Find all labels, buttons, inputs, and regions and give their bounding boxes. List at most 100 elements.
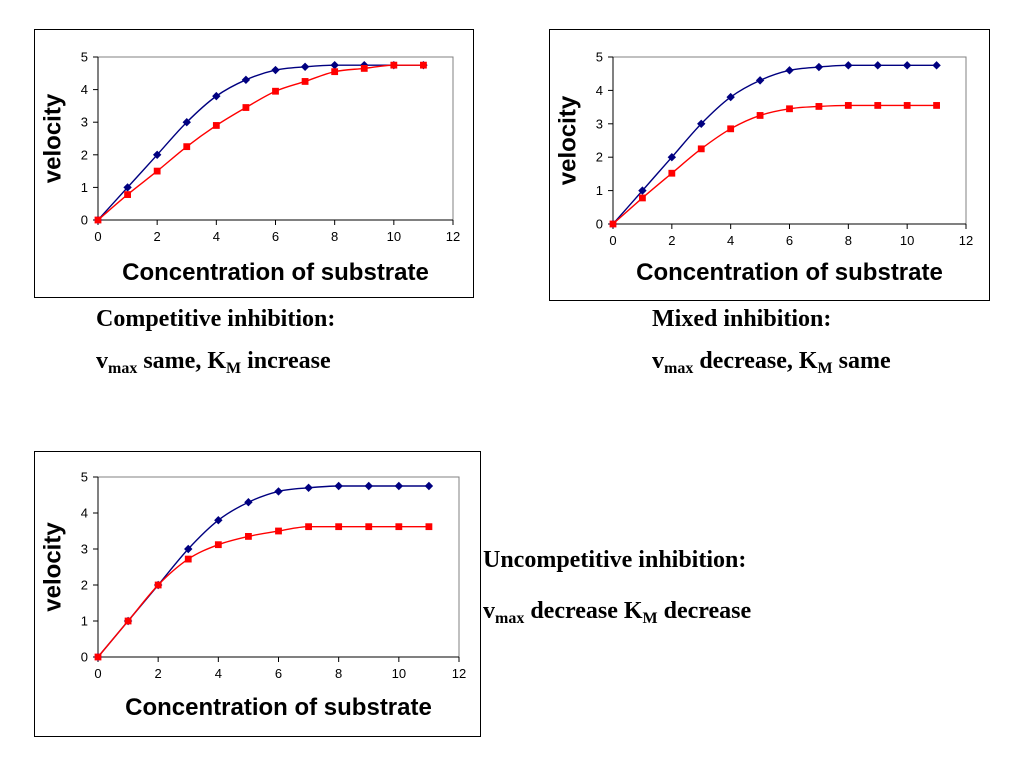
data-point-diamond	[304, 483, 313, 492]
x-tick-label: 4	[215, 666, 222, 681]
caption-k-subscript: M	[225, 360, 242, 377]
data-point-square	[242, 104, 250, 111]
data-point-square	[756, 112, 764, 119]
data-point-diamond	[394, 481, 404, 491]
x-tick-label: 0	[94, 229, 101, 244]
y-tick-label: 5	[596, 50, 603, 65]
data-point-diamond	[274, 487, 283, 496]
caption-mixed-formula: vmax decrease, KM same	[652, 348, 891, 378]
caption-k-subscript: M	[642, 610, 658, 627]
y-tick-label: 3	[596, 116, 603, 131]
caption-v: v	[652, 348, 664, 374]
x-tick-label: 8	[845, 233, 852, 248]
data-point-diamond	[123, 183, 132, 192]
x-tick-label: 4	[727, 233, 734, 248]
x-tick-label: 2	[154, 229, 161, 244]
y-tick-label: 4	[81, 506, 88, 521]
chart-mixed: 0 1 2 3 4 5 0 2 4 6 8 10 12 Concentration of substrat…	[549, 29, 990, 301]
x-tick-label: 2	[668, 233, 675, 248]
y-tick-label: 2	[81, 578, 88, 593]
data-point-square	[668, 169, 676, 177]
caption-end: same	[832, 348, 891, 374]
data-point-square	[214, 541, 222, 549]
data-point-diamond	[697, 119, 706, 128]
data-point-square	[933, 102, 940, 109]
caption-uncompetitive-title: Uncompetitive inhibition:	[483, 547, 747, 573]
x-tick-label: 0	[609, 233, 616, 248]
y-tick-label: 1	[81, 180, 88, 195]
y-tick-label: 0	[81, 213, 88, 228]
data-point-diamond	[334, 481, 343, 491]
x-tick-label: 10	[387, 229, 401, 244]
y-axis-label: velocity	[40, 522, 67, 612]
chart-competitive: 0 1 2 3 4 5 0 2 4 6 8 10 12 Concentration of substrat…	[34, 29, 474, 298]
caption-end: decrease	[657, 598, 752, 624]
y-tick-label: 0	[81, 650, 88, 665]
data-point-square	[425, 523, 433, 531]
data-point-diamond	[330, 60, 339, 70]
chart-uncompetitive: 0 1 2 3 4 5 0 2 4 6 8 10 12 Concentration of substrat…	[34, 451, 481, 737]
x-tick-label: 6	[272, 229, 279, 244]
y-tick-label: 1	[596, 183, 603, 198]
data-point-diamond	[873, 61, 882, 70]
x-tick-label: 8	[335, 666, 342, 681]
x-axis-label: Concentration of substrate	[636, 259, 943, 286]
data-point-square	[639, 194, 646, 202]
data-point-square	[395, 523, 403, 531]
caption-end: increase	[241, 348, 331, 374]
data-point-square	[844, 102, 852, 109]
y-tick-label: 5	[81, 50, 88, 65]
data-point-diamond	[184, 544, 193, 554]
caption-uncompetitive-formula: vmax decrease KM decrease	[483, 598, 751, 628]
data-point-diamond	[244, 498, 253, 507]
data-point-square	[815, 103, 823, 110]
caption-v-subscript: max	[108, 360, 138, 377]
data-point-square	[184, 555, 192, 563]
data-point-diamond	[424, 481, 434, 491]
data-point-square	[335, 523, 343, 531]
data-point-square	[874, 102, 882, 109]
data-point-diamond	[212, 91, 221, 101]
plot-area	[612, 56, 967, 225]
data-point-square	[301, 78, 309, 85]
data-point-square	[305, 523, 312, 531]
y-tick-label: 2	[596, 150, 603, 165]
data-point-square	[390, 61, 398, 69]
data-point-diamond	[182, 118, 191, 127]
data-point-square	[365, 523, 373, 531]
plot-area	[97, 476, 460, 658]
x-tick-label: 2	[155, 666, 162, 681]
y-tick-label: 3	[81, 115, 88, 130]
caption-k-subscript: M	[817, 360, 833, 377]
data-point-square	[272, 87, 279, 95]
data-point-square	[245, 533, 252, 540]
data-point-square	[609, 220, 617, 228]
x-tick-label: 6	[275, 666, 282, 681]
x-tick-label: 12	[446, 229, 460, 244]
data-point-diamond	[300, 62, 310, 71]
data-point-square	[786, 105, 793, 113]
x-axis-label: Concentration of substrate	[125, 694, 432, 721]
data-point-square	[420, 61, 427, 69]
data-point-square	[275, 527, 282, 535]
caption-mid: decrease K	[524, 598, 643, 624]
x-tick-label: 6	[786, 233, 793, 248]
x-axis-label: Concentration of substrate	[122, 259, 429, 286]
y-tick-label: 1	[81, 614, 88, 629]
data-point-diamond	[241, 75, 251, 85]
data-point-diamond	[364, 481, 373, 491]
x-tick-label: 8	[331, 229, 338, 244]
x-tick-label: 12	[959, 233, 973, 248]
data-point-diamond	[271, 65, 280, 75]
y-axis-label: velocity	[40, 93, 67, 183]
x-tick-label: 12	[452, 666, 466, 681]
x-tick-label: 10	[900, 233, 914, 248]
caption-v-subscript: max	[664, 360, 694, 377]
caption-v-subscript: max	[495, 610, 525, 627]
data-point-square	[331, 68, 339, 76]
data-point-square	[153, 167, 161, 175]
data-point-square	[124, 617, 132, 625]
plot-area	[97, 56, 454, 221]
